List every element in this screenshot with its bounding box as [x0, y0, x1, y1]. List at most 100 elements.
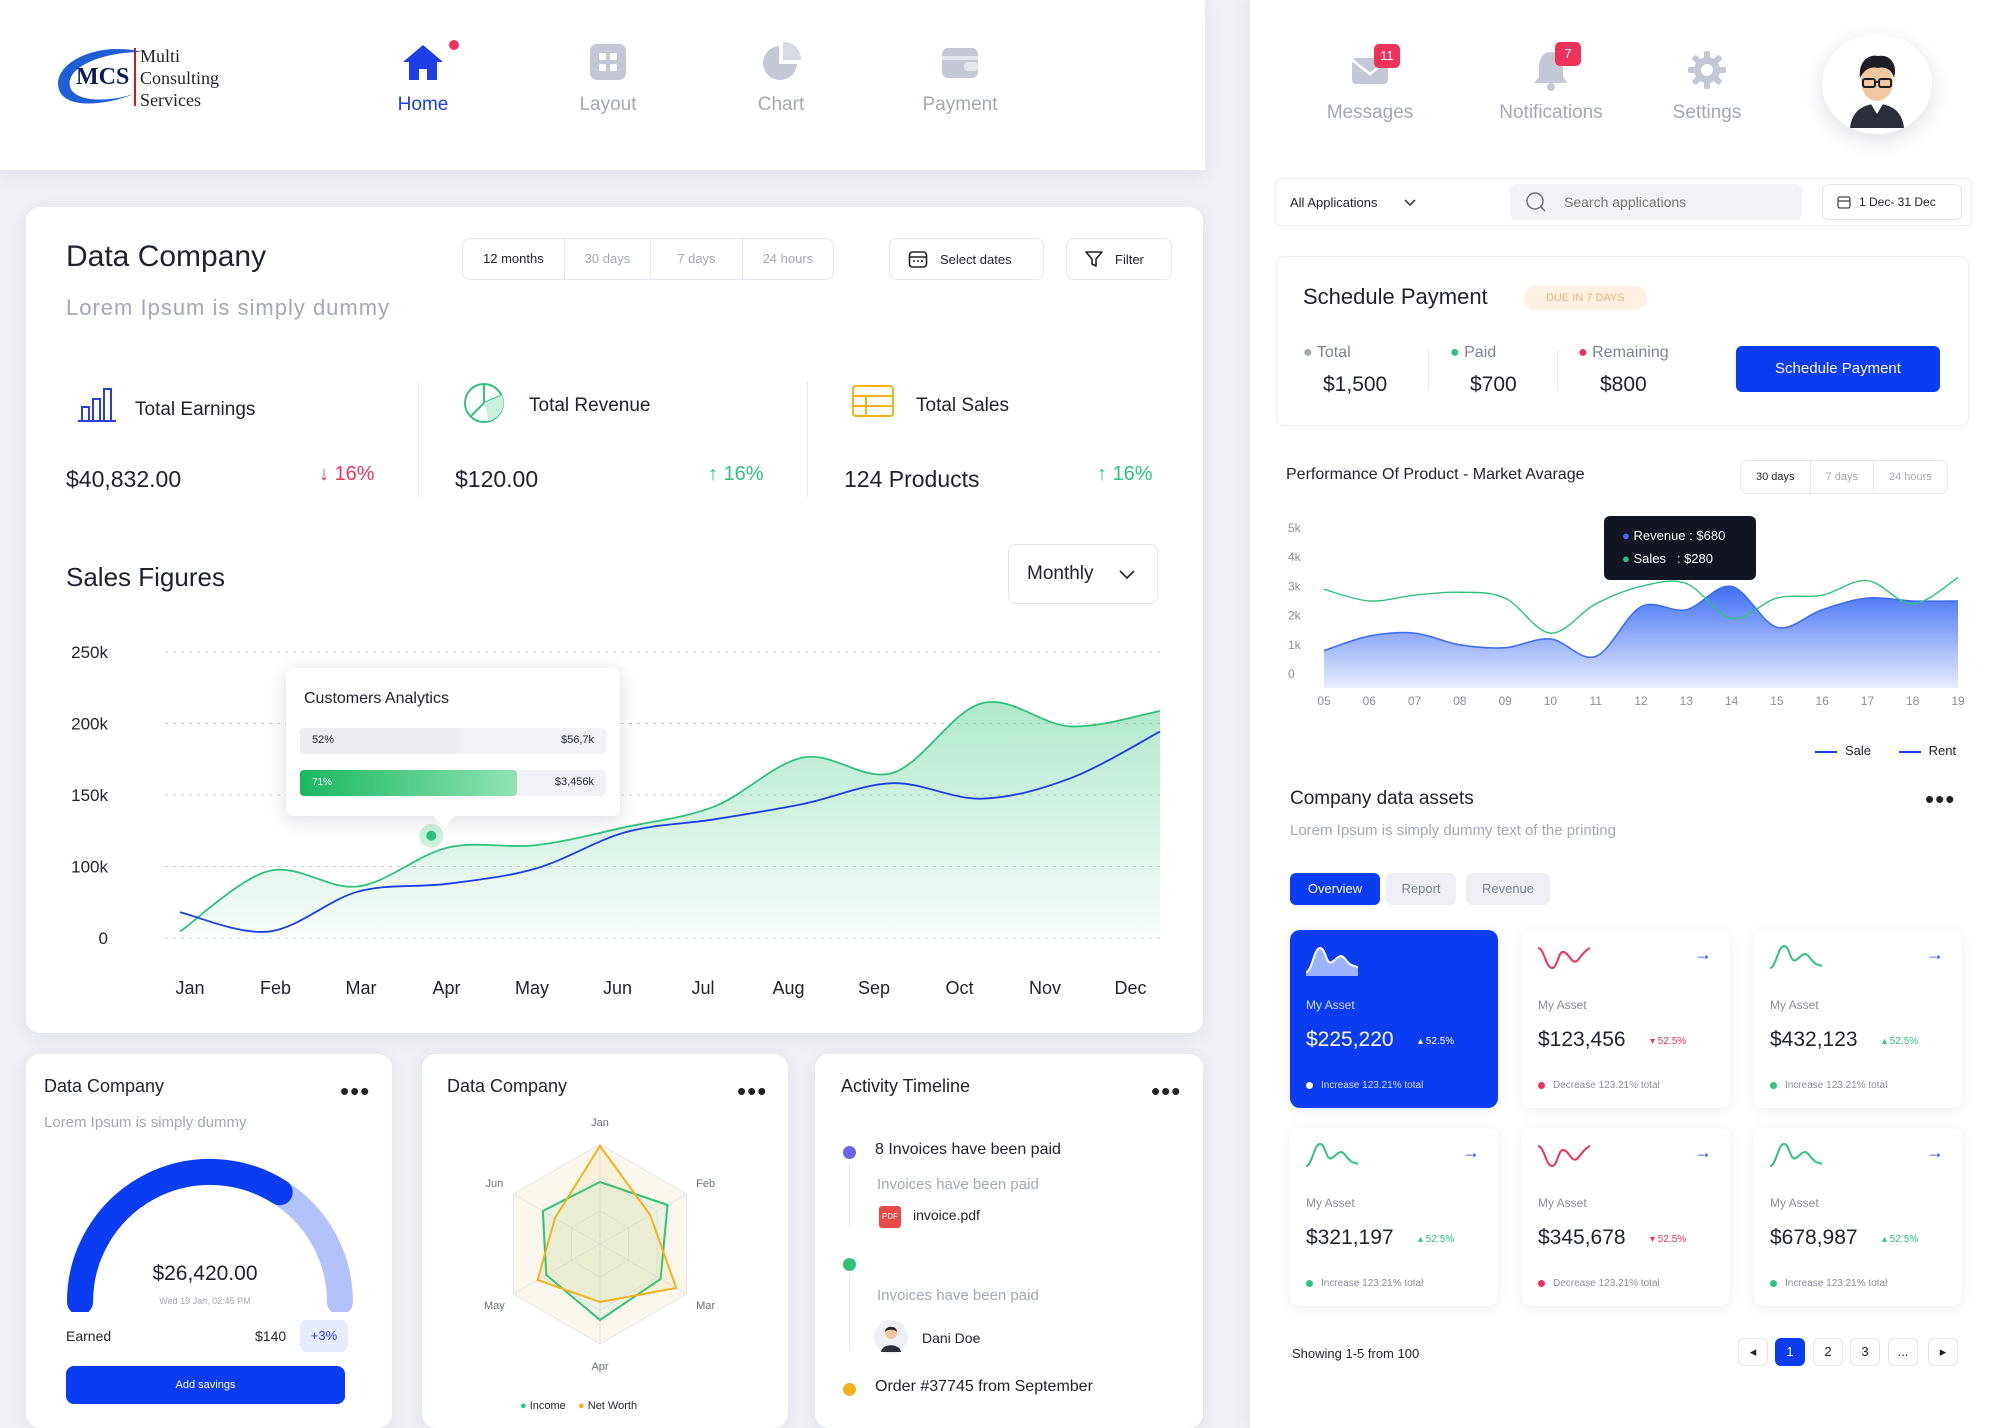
asset-card[interactable]: → My Asset $432,123 ▴ 52.5% Increase 123.21%… [1754, 930, 1962, 1108]
x-tick-label: Jul [691, 978, 714, 998]
wallet-icon [942, 48, 978, 78]
asset-card[interactable]: → My Asset $321,197 ▴ 52.5% Increase 123.21%… [1290, 1128, 1498, 1306]
page-2[interactable]: 2 [1813, 1338, 1843, 1366]
brand-logo[interactable]: MCS Multi Consulting Services [54, 44, 244, 114]
range-12-months[interactable]: 12 months [463, 239, 565, 279]
x-tick-label: 12 [1634, 694, 1648, 708]
notifications-button[interactable]: Notifications 7 [1481, 42, 1621, 124]
gauge-card-subtitle: Lorem Ipsum is simply dummy [44, 1114, 247, 1131]
arrow-up-icon: ↑ [708, 463, 724, 485]
assets-more-icon[interactable]: ••• [1925, 784, 1956, 814]
range-24-hours[interactable]: 24 hours [762, 251, 814, 266]
page-prev-button[interactable]: ◂ [1738, 1338, 1768, 1366]
period-select-value: Monthly [1027, 563, 1094, 584]
timeline-more-icon[interactable]: ••• [1151, 1076, 1182, 1106]
invoice-file-link[interactable]: invoice.pdf [913, 1207, 980, 1223]
settings-label: Settings [1672, 102, 1742, 123]
tooltip-title: Customers Analytics [304, 690, 449, 707]
asset-footer-text: Decrease 123.21% total [1553, 1080, 1660, 1091]
perf-range-7-days[interactable]: 7 days [1811, 461, 1874, 493]
schedule-payment-button[interactable]: Schedule Payment [1736, 346, 1940, 392]
asset-value: $225,220 [1306, 1028, 1394, 1051]
performance-title: Performance Of Product - Market Avarage [1286, 466, 1585, 483]
select-dates-button[interactable]: Select dates [889, 238, 1044, 280]
asset-card[interactable]: My Asset $225,220 ▴ 52.5% Increase 123.21% … [1290, 930, 1498, 1108]
tab-revenue[interactable]: Revenue [1466, 873, 1550, 905]
nav-payment[interactable]: Payment [890, 40, 1030, 116]
x-tick-label: 08 [1453, 694, 1467, 708]
table-icon [852, 385, 894, 417]
perf-range-24-hours[interactable]: 24 hours [1888, 471, 1932, 483]
filter-button[interactable]: Filter [1066, 238, 1172, 280]
settings-button[interactable]: Settings [1637, 48, 1777, 124]
kpi-sales-value: 124 Products [844, 466, 980, 492]
tooltip-row2-fill [300, 770, 518, 796]
range-7-days[interactable]: 7 days [651, 239, 743, 279]
tooltip-row2-pct: 71% [312, 777, 333, 788]
series-line [179, 701, 1161, 933]
logo-swoosh-icon [58, 48, 142, 104]
tooltip-sales-value: $280 [1684, 551, 1713, 566]
earned-change-badge: +3% [300, 1320, 348, 1352]
x-tick-label: 15 [1770, 694, 1784, 708]
page-1[interactable]: 1 [1775, 1338, 1805, 1366]
gauge-more-icon[interactable]: ••• [340, 1076, 371, 1106]
radar-series-polygon [536, 1144, 678, 1304]
data-company-title: Data Company [66, 240, 267, 273]
kpi-earnings-value: $40,832.00 [66, 466, 182, 492]
applications-select[interactable]: All Applications [1290, 188, 1440, 218]
paid-value: $700 [1470, 373, 1517, 396]
page-3[interactable]: 3 [1850, 1338, 1880, 1366]
perf-range-30-days[interactable]: 30 days [1741, 461, 1811, 493]
arrow-right-icon[interactable]: → [1926, 944, 1944, 964]
tooltip-row2-value: $3,456k [554, 776, 594, 788]
arrow-right-icon[interactable]: → [1462, 1142, 1480, 1162]
asset-value: $432,123 [1770, 1028, 1858, 1051]
asset-footer-text: Increase 123.21% total [1321, 1278, 1424, 1289]
tooltip-row1-fill [300, 728, 460, 754]
stat-divider-2 [1557, 350, 1558, 390]
schedule-payment-title: Schedule Payment [1303, 284, 1488, 309]
user-avatar[interactable] [1822, 34, 1932, 134]
kpi-total-sales: Total Sales 124 Products ↑ 16% [844, 385, 1164, 495]
x-tick-label: 14 [1725, 694, 1739, 708]
add-savings-button[interactable]: Add savings [66, 1366, 345, 1404]
sales-figures-title: Sales Figures [66, 562, 225, 592]
nav-home[interactable]: Home [353, 40, 493, 116]
asset-card[interactable]: → My Asset $345,678 ▾ 52.5% Decrease 123.21%… [1522, 1128, 1730, 1306]
asset-footer: Decrease 123.21% total [1538, 1278, 1660, 1289]
arrow-down-icon: ↓ [319, 463, 335, 485]
tab-report[interactable]: Report [1386, 873, 1456, 905]
asset-card[interactable]: → My Asset $678,987 ▴ 52.5% Increase 123.21%… [1754, 1128, 1962, 1306]
legend-rent: Rent [1928, 743, 1957, 758]
x-tick-label: 13 [1680, 694, 1694, 708]
period-select[interactable]: Monthly [1008, 544, 1158, 604]
asset-card[interactable]: → My Asset $123,456 ▾ 52.5% Decrease 123.21%… [1522, 930, 1730, 1108]
radar-axis-label: Jun [485, 1178, 503, 1190]
arrow-right-icon[interactable]: → [1694, 944, 1712, 964]
tab-overview[interactable]: Overview [1290, 873, 1380, 905]
date-range-picker[interactable]: 1 Dec- 31 Dec [1822, 184, 1962, 220]
asset-label: My Asset [1538, 1196, 1587, 1210]
activity-timeline-card [815, 1054, 1203, 1428]
x-tick-label: 05 [1317, 694, 1331, 708]
arrow-right-icon[interactable]: → [1694, 1142, 1712, 1162]
gauge-value: $26,420.00 [152, 1262, 258, 1285]
chevron-down-icon [1119, 570, 1135, 580]
x-tick-label: 11 [1589, 694, 1602, 708]
range-30-days[interactable]: 30 days [565, 239, 652, 279]
timeline-event-2-sub: Invoices have been paid [877, 1287, 1039, 1304]
nav-layout[interactable]: Layout [538, 40, 678, 116]
page-next-button[interactable]: ▸ [1928, 1338, 1958, 1366]
tooltip-sales-label: Sales [1633, 551, 1667, 566]
search-input[interactable] [1564, 184, 1784, 220]
x-tick-label: Aug [772, 978, 804, 998]
messages-button[interactable]: Messages 11 [1300, 44, 1440, 124]
nav-chart[interactable]: Chart [711, 40, 851, 116]
search-box[interactable] [1510, 184, 1802, 220]
radar-more-icon[interactable]: ••• [737, 1076, 768, 1106]
radar-axis-label: Apr [591, 1361, 608, 1373]
arrow-right-icon[interactable]: → [1926, 1142, 1944, 1162]
logo-divider [134, 48, 136, 106]
asset-footer-text: Increase 123.21% total [1321, 1080, 1424, 1091]
